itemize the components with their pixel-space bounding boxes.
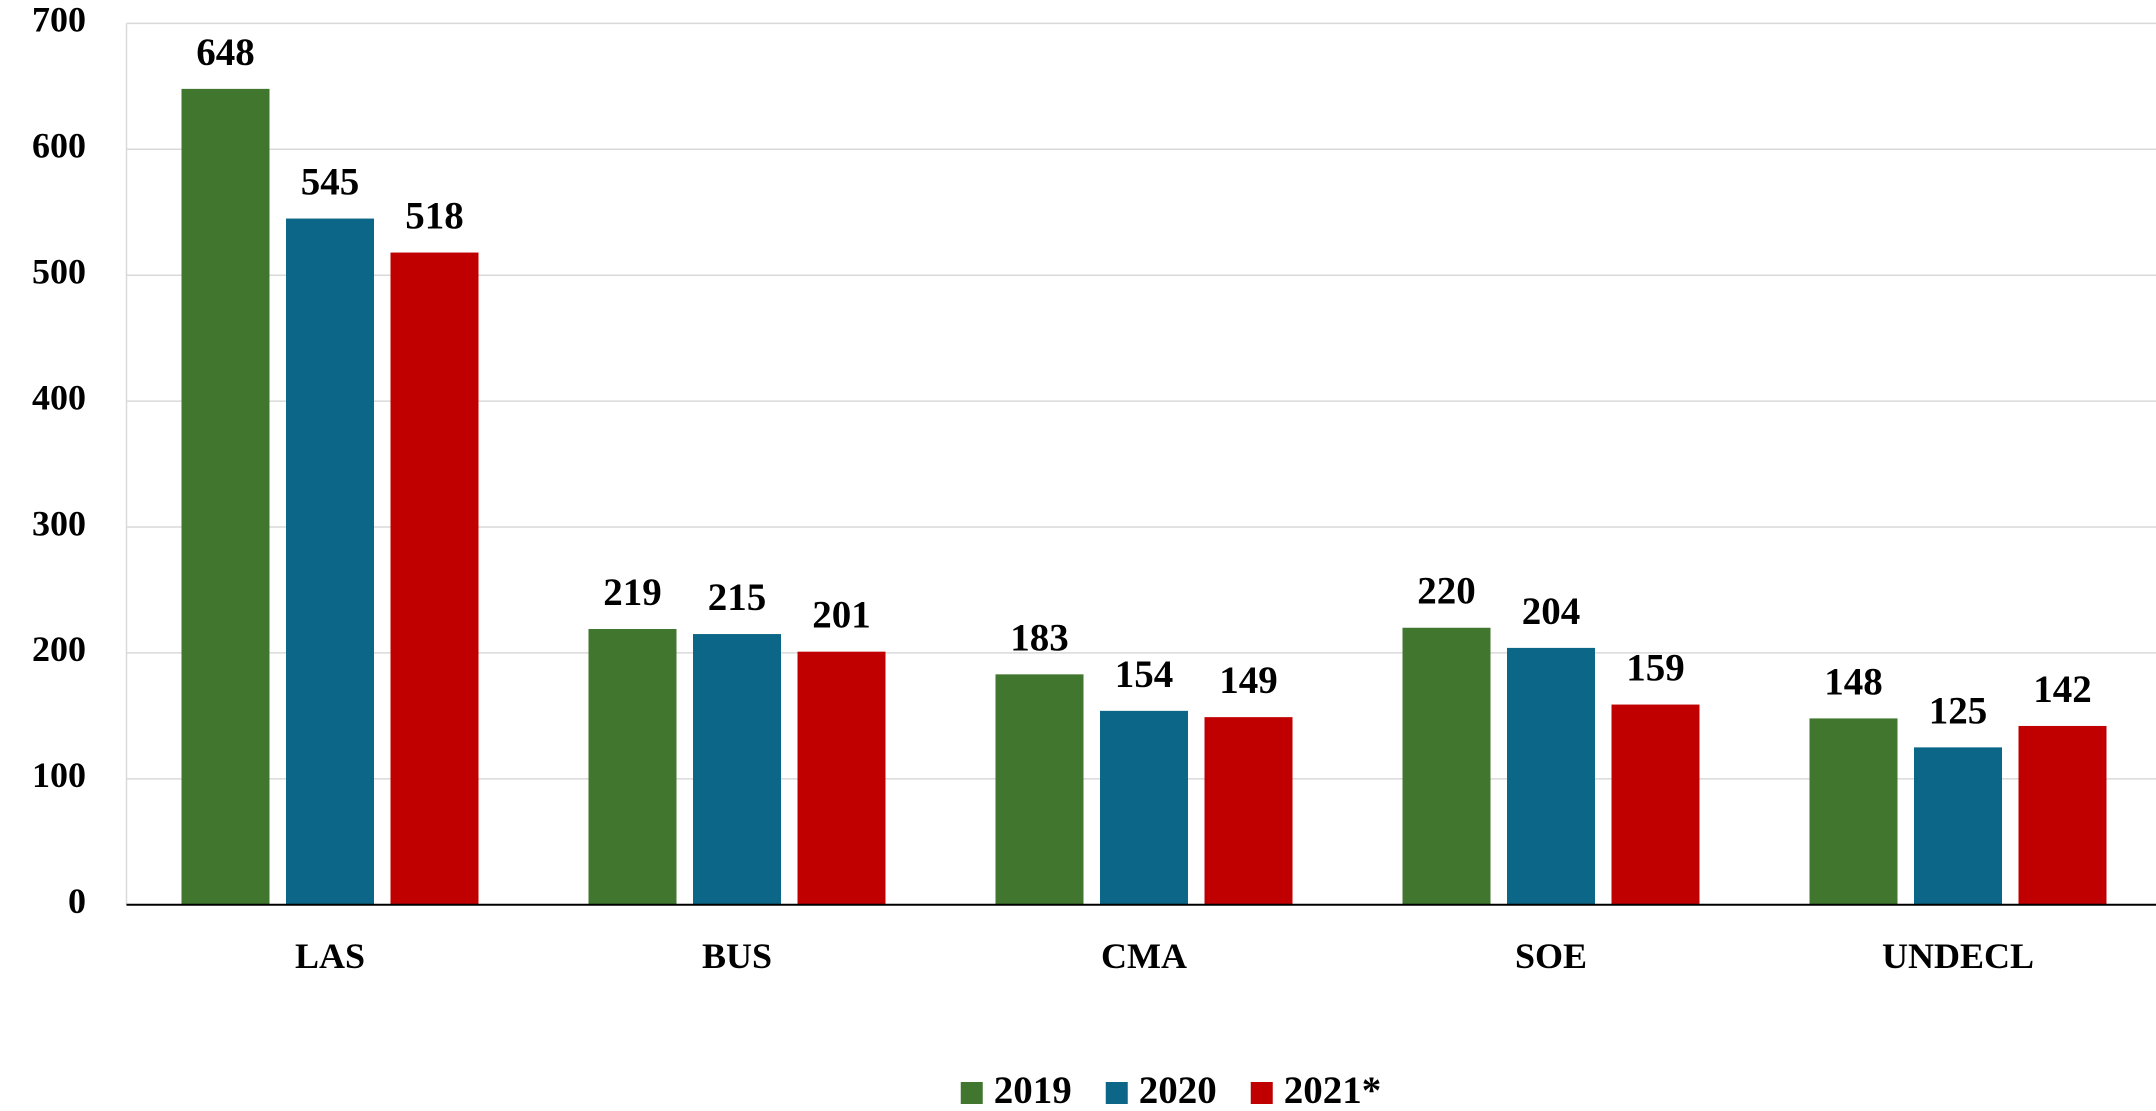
bar [1402,627,1491,905]
bar [693,634,781,905]
legend-label: 2020 [1139,1069,1217,1111]
x-tick-label: CMA [1101,936,1187,976]
bar [1809,718,1898,905]
data-label: 159 [1626,647,1685,690]
data-label: 201 [812,594,871,637]
bar [797,651,886,905]
data-label: 220 [1417,570,1476,613]
bar [2018,725,2107,905]
bar [995,674,1084,905]
data-label: 149 [1219,659,1278,702]
legend-label: 2021* [1284,1069,1382,1111]
y-tick-label: 100 [32,755,86,795]
y-tick-label: 400 [32,377,86,417]
legend-swatch [1250,1082,1273,1104]
data-label: 142 [2033,668,2092,711]
data-label: 148 [1824,660,1883,703]
data-label: 204 [1522,590,1581,633]
bar [588,629,677,905]
bar [1100,710,1188,905]
y-tick-label: 500 [32,251,86,291]
legend-swatch [960,1082,983,1104]
data-label: 518 [405,195,464,238]
y-tick-label: 300 [32,503,86,543]
bar [1204,717,1293,905]
x-tick-label: UNDECL [1882,936,2034,976]
x-tick-label: SOE [1515,936,1587,976]
data-label: 648 [196,31,255,74]
bar [390,252,479,905]
y-tick-label: 700 [32,0,86,40]
bar [1914,747,2002,905]
data-label: 219 [603,571,662,614]
data-label: 183 [1010,616,1069,659]
data-label: 154 [1115,653,1174,696]
x-tick-label: LAS [295,936,365,976]
data-label: 215 [708,576,767,619]
data-label: 125 [1929,689,1988,732]
bar [1507,647,1595,905]
y-tick-label: 600 [32,126,86,166]
bar [286,218,374,905]
y-tick-label: 200 [32,629,86,669]
bar [181,88,270,905]
data-label: 545 [301,161,360,204]
y-tick-label: 0 [68,881,86,921]
legend-label: 2019 [994,1069,1072,1111]
bar [1611,704,1700,905]
x-tick-label: BUS [702,936,772,976]
legend-swatch [1105,1082,1128,1104]
